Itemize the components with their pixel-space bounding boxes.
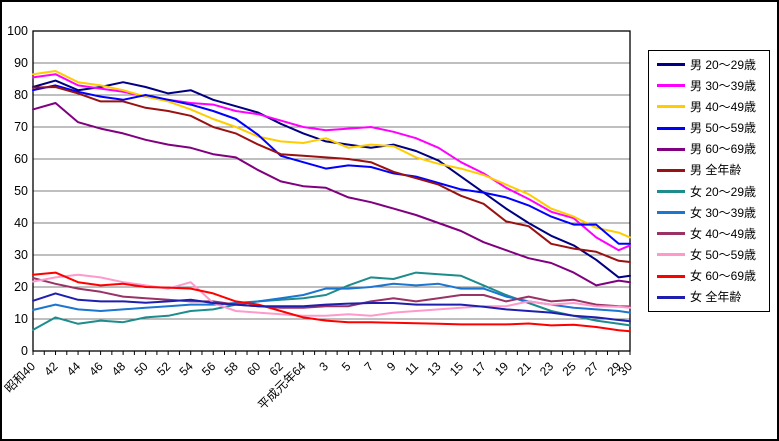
x-axis-label: 5	[339, 359, 354, 374]
series-line-男-40〜49歳	[32, 70, 631, 239]
x-axis-label: 44	[64, 359, 84, 379]
x-axis-label: 50	[131, 359, 151, 379]
legend-label: 女 30〜39歳	[690, 205, 757, 220]
x-axis-label: 27	[582, 359, 602, 379]
legend-label: 男 50〜59歳	[690, 121, 757, 136]
series-line-男-50〜59歳	[32, 84, 631, 245]
x-axis-label: 15	[447, 359, 467, 379]
legend-label: 女 60〜69歳	[690, 269, 757, 284]
series-line-男-全年齢	[32, 86, 631, 263]
legend-label: 女 40〜49歳	[690, 226, 757, 241]
y-axis-label: 30	[14, 248, 28, 262]
legend-item: 女 60〜69歳	[657, 270, 769, 282]
legend-swatch-line	[657, 274, 685, 278]
legend-label: 男 30〜39歳	[690, 78, 757, 93]
legend-swatch-line	[657, 253, 685, 257]
legend-item: 男 全年齢	[657, 164, 769, 176]
legend-swatch-line	[657, 295, 685, 299]
legend-swatch-line	[657, 211, 685, 215]
legend-item: 男 40〜49歳	[657, 101, 769, 113]
y-axis-label: 40	[14, 216, 28, 230]
legend-label: 男 全年齢	[690, 163, 742, 178]
legend-label: 男 20〜29歳	[690, 57, 757, 72]
legend-item: 男 60〜69歳	[657, 143, 769, 155]
legend-label: 女 20〜29歳	[690, 184, 757, 199]
legend-item: 女 全年齢	[657, 291, 769, 303]
x-axis-label: 56	[199, 359, 219, 379]
x-axis-label: 58	[222, 359, 242, 379]
x-axis-label: 48	[109, 359, 129, 379]
series-line-女-全年齢	[32, 292, 631, 323]
x-axis-label: 42	[41, 359, 61, 379]
series-line-女-20〜29歳	[32, 271, 631, 331]
legend-swatch-line	[657, 147, 685, 151]
legend-label: 女 50〜59歳	[690, 247, 757, 262]
plot-border	[32, 30, 631, 352]
y-axis-label: 100	[7, 24, 28, 38]
y-axis-label: 0	[21, 344, 28, 358]
legend-label: 男 40〜49歳	[690, 99, 757, 114]
x-axis-label: 9	[384, 359, 399, 374]
x-axis-label: 7	[361, 359, 376, 374]
x-axis-label: 23	[537, 359, 557, 379]
legend-swatch-line	[657, 232, 685, 236]
legend-swatch-line	[657, 63, 685, 67]
y-axis-label: 50	[14, 184, 28, 198]
legend-swatch-line	[657, 84, 685, 88]
legend-label: 男 60〜69歳	[690, 142, 757, 157]
y-axis-label: 80	[14, 88, 28, 102]
legend-item: 男 50〜59歳	[657, 122, 769, 134]
x-axis-label: 21	[514, 359, 534, 379]
x-axis-label: 52	[154, 359, 174, 379]
x-axis-label: 13	[424, 359, 444, 379]
x-axis-label: 17	[469, 359, 489, 379]
x-axis-label: 54	[176, 359, 196, 379]
legend-box: 男 20〜29歳 男 30〜39歳 男 40〜49歳 男 50〜59歳 男 60…	[648, 50, 770, 312]
y-axis-label: 20	[14, 280, 28, 294]
series-line-女-60〜69歳	[32, 271, 631, 333]
y-axis-label: 90	[14, 56, 28, 70]
x-axis-label: 46	[86, 359, 106, 379]
x-axis-label: 19	[492, 359, 512, 379]
x-axis-label: 25	[559, 359, 579, 379]
y-axis-label: 70	[14, 120, 28, 134]
y-axis-label: 10	[14, 312, 28, 326]
legend-item: 男 30〜39歳	[657, 80, 769, 92]
x-axis-label: 30	[616, 359, 636, 379]
x-axis-label: 60	[244, 359, 264, 379]
legend-swatch-line	[657, 126, 685, 130]
legend-swatch-line	[657, 190, 685, 194]
legend-item: 男 20〜29歳	[657, 59, 769, 71]
x-axis-label: 3	[316, 359, 331, 374]
legend-swatch-line	[657, 168, 685, 172]
series-line-女-40〜49歳	[32, 277, 631, 309]
legend-item: 女 50〜59歳	[657, 249, 769, 261]
series-line-男-60〜69歳	[32, 102, 631, 287]
legend-label: 女 全年齢	[690, 290, 742, 305]
series-line-女-50〜59歳	[32, 273, 631, 317]
legend-swatch-line	[657, 105, 685, 109]
x-axis-label: 11	[402, 359, 421, 378]
y-axis-label: 60	[14, 152, 28, 166]
x-axis-label: 昭和40	[2, 359, 38, 396]
legend-item: 女 20〜29歳	[657, 186, 769, 198]
legend-item: 女 40〜49歳	[657, 228, 769, 240]
legend-item: 女 30〜39歳	[657, 207, 769, 219]
